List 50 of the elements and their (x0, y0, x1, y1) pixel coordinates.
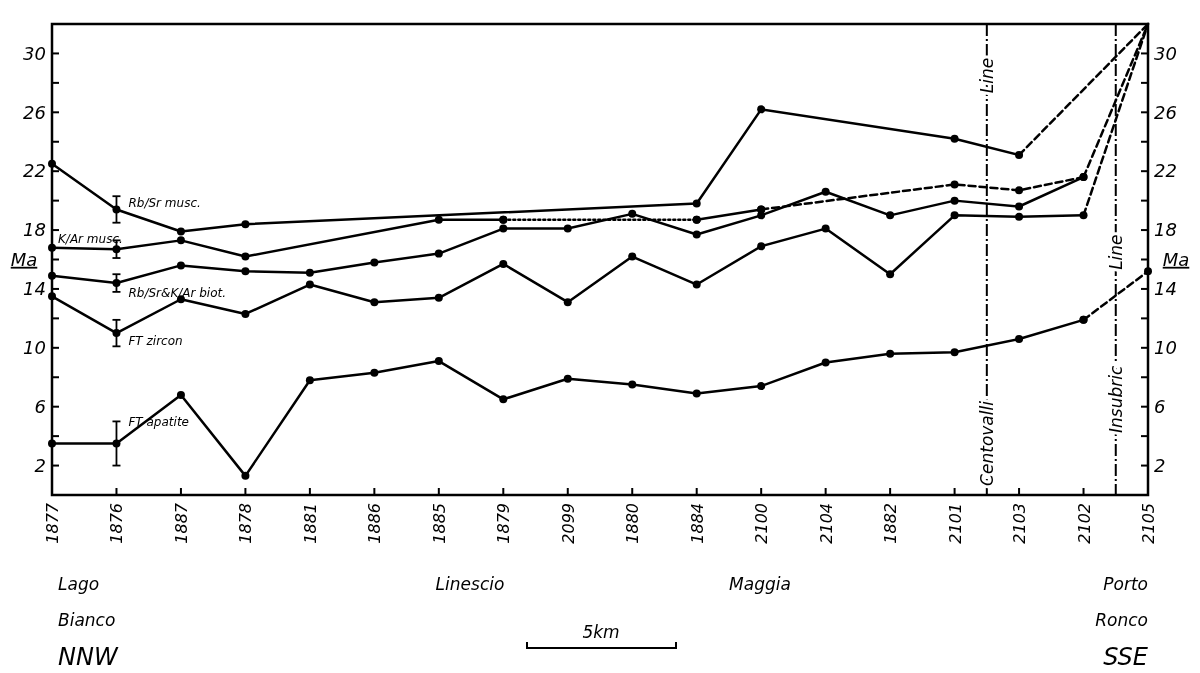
y2-tick-label: 6 (1154, 395, 1166, 417)
x-tick-label: 1885 (429, 503, 449, 544)
x-tick-label: 1880 (623, 503, 643, 544)
y2-tick-label: 26 (1154, 101, 1177, 123)
y2-axis-title: Ma (1162, 248, 1190, 270)
x-tick-label: 1878 (236, 503, 256, 544)
legend-label: K/Ar musc. (58, 231, 123, 246)
text: Centovalli Line (976, 57, 997, 486)
y2-tick-label: 30 (1154, 42, 1177, 64)
x-tick-label: 1877 (43, 502, 62, 544)
y-tick-label: 18 (23, 219, 46, 241)
text: 5km (582, 622, 620, 642)
y-tick-label: 2 (34, 454, 46, 476)
x-tick-label: 1876 (107, 503, 127, 544)
y2-tick-label: 10 (1154, 337, 1177, 359)
x-tick-label: 1881 (300, 503, 320, 544)
x-tick-label: 1887 (171, 502, 191, 544)
x-tick-label: 2104 (816, 503, 836, 544)
text: Porto Ronco (1095, 574, 1148, 630)
x-tick-label: 2100 (752, 503, 772, 544)
y2-tick-label: 14 (1154, 278, 1177, 300)
text: Linescio (435, 574, 505, 594)
y-tick-label: 30 (23, 42, 46, 64)
text: SSE (1103, 643, 1149, 671)
y-tick-label: 10 (23, 337, 46, 359)
series-label: FT zircon (128, 333, 183, 348)
y-tick-label: 6 (34, 395, 46, 417)
x-tick-label: 1879 (494, 503, 514, 544)
x-tick-label: 1884 (687, 503, 707, 544)
x-tick-label: 2103 (1010, 503, 1030, 544)
y2-tick-label: 18 (1154, 219, 1177, 241)
text: Maggia (729, 574, 791, 594)
series-label: Rb/Sr&K/Ar biot. (128, 285, 227, 300)
y-tick-label: 22 (23, 160, 46, 182)
y2-tick-label: 22 (1154, 160, 1177, 182)
text: Lago Bianco (58, 574, 116, 630)
x-tick-label: 2101 (945, 503, 965, 544)
x-tick-label: 2099 (558, 503, 578, 544)
series-label: Rb/Sr musc. (128, 195, 201, 210)
x-tick-label: 2102 (1074, 503, 1094, 544)
x-tick-label: 1882 (881, 503, 901, 544)
y-tick-label: 14 (23, 278, 46, 300)
text: Insubric Line (1105, 234, 1126, 433)
y-axis-title: Ma (10, 248, 38, 270)
text: NNW (58, 643, 119, 671)
y-tick-label: 26 (23, 101, 46, 123)
x-tick-label: 2105 (1139, 503, 1158, 544)
series-label: FT apatite (128, 415, 189, 430)
x-tick-label: 1886 (365, 503, 385, 544)
y2-tick-label: 2 (1154, 454, 1166, 476)
